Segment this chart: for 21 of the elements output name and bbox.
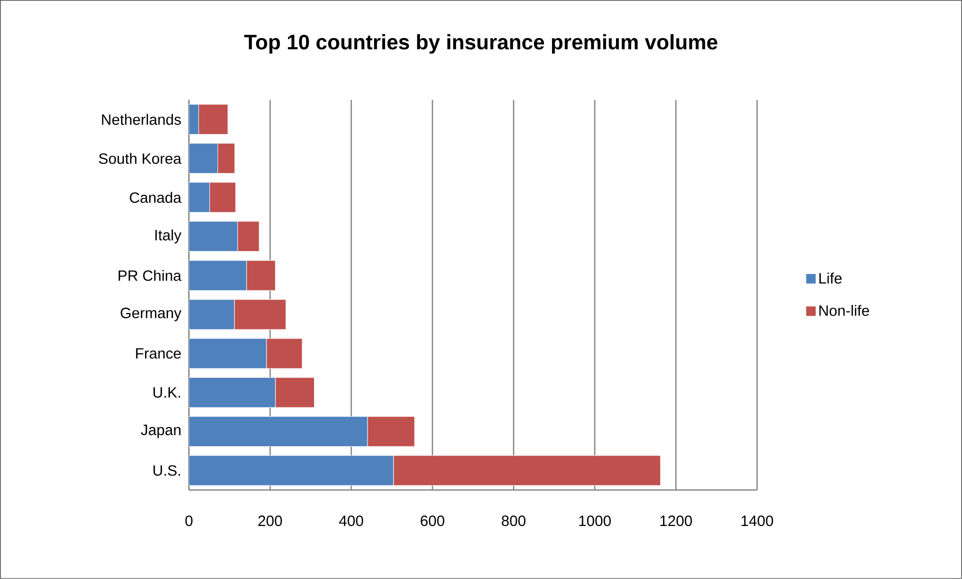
y-tick-label: Italy xyxy=(155,230,182,244)
legend-label: Non-life xyxy=(819,304,870,316)
x-tick-label: 1400 xyxy=(742,516,774,526)
y-tick-label: Japan xyxy=(140,424,180,438)
y-tick-label: Germany xyxy=(120,308,182,322)
legend-label: Life xyxy=(819,272,842,284)
y-tick-label: France xyxy=(136,348,181,359)
y-tick-label: South Korea xyxy=(99,152,182,164)
y-tick-label: PR China xyxy=(118,270,182,281)
x-tick-label: 200 xyxy=(258,516,282,526)
x-tick-label: 600 xyxy=(420,516,444,526)
x-tick-label: 800 xyxy=(502,516,526,526)
x-tick-label: 0 xyxy=(185,516,193,526)
y-tick-label: U.K. xyxy=(154,387,180,398)
chart-title: Top 10 countries by insurance premium volume xyxy=(244,34,718,54)
y-tick-label: Netherlands xyxy=(102,114,181,125)
x-tick-label: 1200 xyxy=(660,516,692,526)
x-tick-label: 1000 xyxy=(579,516,611,526)
y-tick-label: U.S. xyxy=(154,465,180,476)
y-tick-label: Canada xyxy=(130,192,182,203)
x-tick-label: 400 xyxy=(339,516,364,526)
